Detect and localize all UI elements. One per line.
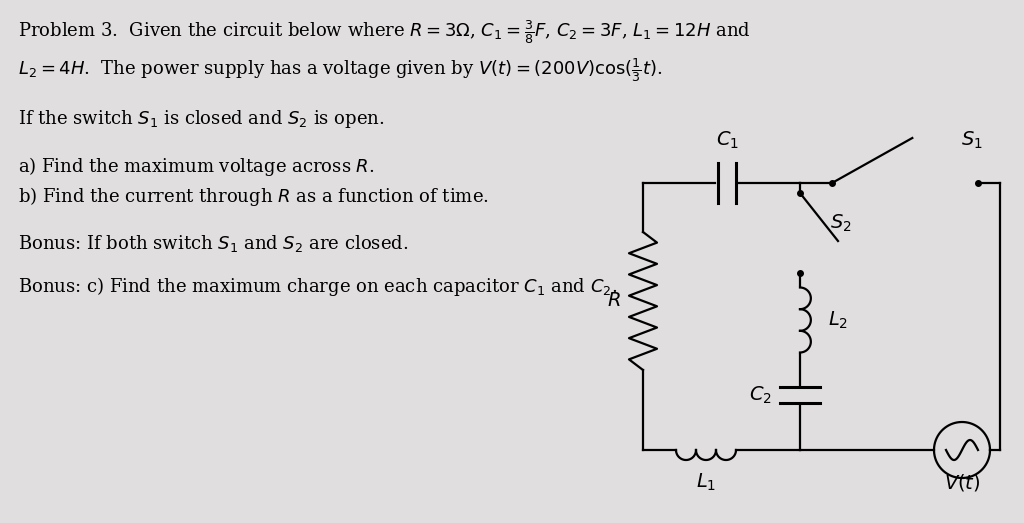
Text: If the switch $S_1$ is closed and $S_2$ is open.: If the switch $S_1$ is closed and $S_2$ … bbox=[18, 108, 385, 130]
Text: $C_1$: $C_1$ bbox=[716, 130, 738, 151]
Text: $L_1$: $L_1$ bbox=[696, 472, 716, 493]
Text: Problem 3.  Given the circuit below where $R = 3\Omega$, $C_1 = \frac{3}{8}F$, $: Problem 3. Given the circuit below where… bbox=[18, 18, 751, 46]
Text: $L_2$: $L_2$ bbox=[828, 309, 848, 331]
Text: $L_2 = 4H$.  The power supply has a voltage given by $V(t) = (200V)\cos(\frac{1}: $L_2 = 4H$. The power supply has a volta… bbox=[18, 56, 663, 84]
Text: $R$: $R$ bbox=[607, 292, 621, 310]
Text: $S_2$: $S_2$ bbox=[830, 212, 852, 234]
Text: b) Find the current through $R$ as a function of time.: b) Find the current through $R$ as a fun… bbox=[18, 185, 488, 208]
Text: $S_1$: $S_1$ bbox=[962, 130, 983, 151]
Text: $C_2$: $C_2$ bbox=[750, 384, 772, 406]
Text: $V(t)$: $V(t)$ bbox=[944, 472, 980, 493]
Text: a) Find the maximum voltage across $R$.: a) Find the maximum voltage across $R$. bbox=[18, 155, 375, 178]
Text: Bonus: c) Find the maximum charge on each capacitor $C_1$ and $C_2$.: Bonus: c) Find the maximum charge on eac… bbox=[18, 275, 617, 298]
Text: Bonus: If both switch $S_1$ and $S_2$ are closed.: Bonus: If both switch $S_1$ and $S_2$ ar… bbox=[18, 233, 409, 254]
